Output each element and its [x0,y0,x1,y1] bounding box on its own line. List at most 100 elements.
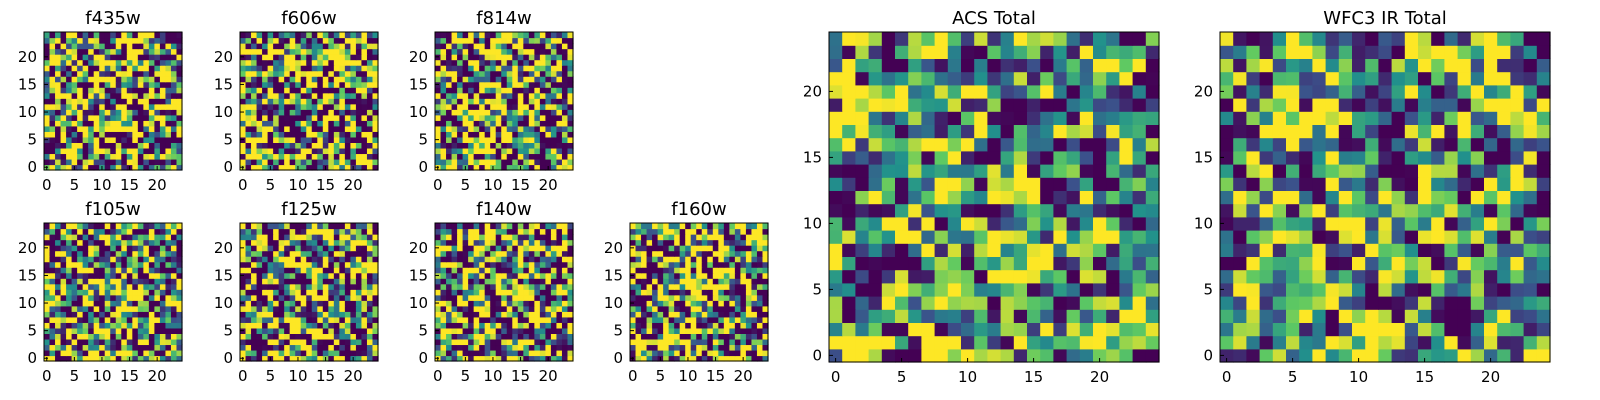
heatmap-cell [567,120,574,127]
heatmap-cell [473,70,480,77]
heatmap-cell [104,322,111,329]
heatmap-cell [289,338,296,346]
heatmap-cell [77,114,84,121]
heatmap-cell [71,289,78,296]
heatmap-cell [350,98,357,105]
heatmap-cell [159,158,167,166]
heatmap-cell [71,54,78,61]
x-tick-label: 15 [316,367,335,385]
heatmap-cell [267,136,274,143]
heatmap-cell [974,230,988,244]
heatmap-cell [82,87,89,94]
heatmap-cell [495,322,502,329]
heatmap-cell [317,87,324,94]
heatmap-cell [295,300,302,307]
heatmap-cell [895,243,909,257]
heatmap-cell [539,261,546,268]
heatmap-cell [77,289,84,296]
heatmap-cell [712,289,719,296]
heatmap-cell [712,234,719,241]
heatmap-cell [641,338,648,346]
heatmap-cell [462,294,469,301]
heatmap-cell [663,322,670,329]
heatmap-cell [539,305,546,312]
heatmap-cell [712,245,719,252]
heatmap-cell [751,289,758,296]
heatmap-cell [740,250,747,257]
heatmap-cell [501,125,508,132]
heatmap-cell [473,76,480,83]
heatmap-cell [66,59,73,66]
heatmap-cell [300,349,307,357]
heatmap-cell [842,309,856,323]
heatmap-cell [473,267,480,274]
heatmap-cell [306,245,313,252]
heatmap-cell [495,103,502,110]
heatmap-cell [165,120,172,127]
heatmap-cell [49,283,56,290]
heatmap-cell [284,131,291,138]
heatmap-cell [462,158,469,166]
heatmap-cell [170,142,178,149]
heatmap-cell [300,322,307,329]
heatmap-cell [501,120,508,127]
heatmap-cell [679,305,686,312]
heatmap-cell [1106,177,1120,191]
heatmap-cell [154,109,161,116]
heatmap-cell [99,278,106,285]
heatmap-cell [479,228,486,235]
heatmap-cell [322,158,329,166]
heatmap-cell [93,103,100,110]
heatmap-cell [93,261,100,268]
heatmap-cell [148,37,155,44]
heatmap-cell [82,256,89,263]
heatmap-cell [446,300,453,307]
heatmap-cell [372,43,379,50]
heatmap-cell [44,120,51,127]
heatmap-cell [668,289,675,296]
y-tick-label: 0 [223,158,233,176]
heatmap-cell [366,311,374,318]
heatmap-cell [435,114,442,121]
x-tick-label: 15 [316,176,335,194]
heatmap-cell [451,103,458,110]
heatmap-cell [528,327,535,334]
heatmap-cell [126,327,133,334]
heatmap-cell [1066,322,1081,337]
heatmap-cell [523,125,530,132]
heatmap-cell [762,267,769,274]
heatmap-cell [707,261,714,268]
heatmap-cell [66,120,73,127]
heatmap-cell [361,65,368,72]
heatmap-cell [333,142,340,149]
heatmap-cell [93,344,100,351]
heatmap-cell [256,272,263,279]
heatmap-cell [740,300,747,307]
heatmap-cell [284,283,291,290]
heatmap-cell [317,37,324,44]
heatmap-cell [273,114,280,121]
heatmap-cell [446,239,453,246]
heatmap-cell [468,327,475,334]
heatmap-cell [300,136,307,143]
heatmap-cell [333,136,340,143]
heatmap-cell [273,98,280,105]
heatmap-cell [484,92,491,99]
heatmap-cell [473,109,480,116]
heatmap-cell [350,283,357,290]
heatmap-cell [512,136,519,143]
heatmap-cell [245,43,252,50]
heatmap-cell [148,333,155,340]
heatmap-cell [137,81,144,88]
heatmap-cell [115,43,122,50]
heatmap-cell [60,311,67,318]
heatmap-cell [273,43,280,50]
heatmap-cell [635,228,642,235]
heatmap-cell [707,245,714,252]
heatmap-cell [328,261,335,268]
heatmap-cell [479,311,486,318]
heatmap-cell [132,338,139,346]
heatmap-cell [484,327,491,334]
heatmap-cell [756,322,764,329]
heatmap-cell [256,32,263,39]
